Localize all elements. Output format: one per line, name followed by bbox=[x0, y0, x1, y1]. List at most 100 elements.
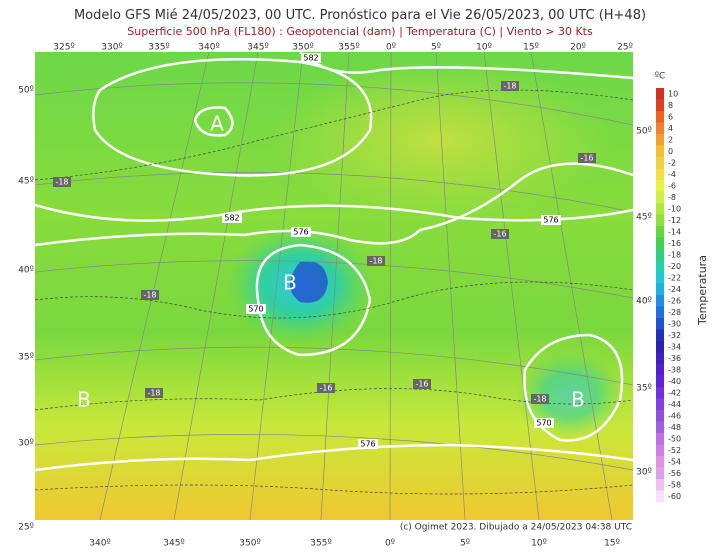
colorbar-label: -18 bbox=[668, 250, 681, 259]
lat-label: 45º bbox=[18, 177, 34, 187]
colorbar-swatch bbox=[656, 352, 664, 365]
colorbar-label: 4 bbox=[668, 124, 673, 133]
colorbar-swatch bbox=[656, 272, 664, 284]
temp-label-box bbox=[145, 388, 163, 398]
temp-label: -18 bbox=[503, 82, 516, 91]
lat-label: 45º bbox=[636, 213, 652, 223]
lat-label: 35º bbox=[636, 384, 652, 394]
contour-label: 570 bbox=[536, 419, 551, 428]
lon-label: 20º bbox=[570, 43, 586, 53]
contour-label: 582 bbox=[303, 54, 318, 63]
colorbar-swatch bbox=[656, 421, 664, 434]
colorbar-unit: ºC bbox=[655, 72, 666, 82]
colorbar-swatch bbox=[656, 203, 664, 215]
lon-label: 25º bbox=[617, 43, 633, 53]
temp-label: -16 bbox=[319, 384, 332, 393]
temp-label: -18 bbox=[55, 178, 68, 187]
colorbar-swatch bbox=[656, 283, 664, 296]
colorbar-swatch bbox=[656, 456, 664, 468]
lat-label: 40º bbox=[18, 266, 34, 276]
colorbar-label: -28 bbox=[668, 308, 681, 317]
colorbar-label: 8 bbox=[668, 101, 673, 110]
lon-label: 350º bbox=[239, 539, 260, 549]
colorbar-label: -46 bbox=[668, 411, 681, 420]
colorbar-label: -50 bbox=[668, 434, 681, 443]
colorbar-swatch bbox=[656, 122, 664, 135]
colorbar: 10 8 6 4 2 0 -2 -4 -6 -8 -10 -12 -14 -16 -18 -20 -22 -24 -… bbox=[656, 88, 681, 503]
colorbar-swatch bbox=[656, 249, 664, 261]
colorbar-swatch bbox=[656, 410, 664, 422]
contour-label-box bbox=[534, 418, 554, 428]
colorbar-label: 0 bbox=[668, 147, 673, 156]
colorbar-label: -2 bbox=[668, 158, 676, 167]
colorbar-swatch bbox=[656, 490, 664, 503]
subtitle: Superficie 500 hPa (FL180) : Geopotencia… bbox=[127, 25, 593, 38]
title: Modelo GFS Mié 24/05/2023, 00 UTC. Pronó… bbox=[74, 8, 646, 23]
colorbar-label: -54 bbox=[668, 457, 681, 466]
colorbar-swatch bbox=[656, 99, 664, 112]
colorbar-swatch bbox=[656, 180, 664, 192]
colorbar-label: -26 bbox=[668, 296, 681, 305]
contour-label: 576 bbox=[543, 216, 558, 225]
core bbox=[290, 261, 328, 303]
temp-label-box bbox=[491, 229, 509, 239]
title-text: Modelo GFS Mié 24/05/2023, 00 UTC. Pronó… bbox=[74, 8, 441, 23]
lon-label: 340º bbox=[198, 43, 219, 53]
colorbar-label: -30 bbox=[668, 319, 681, 328]
colorbar-label: -34 bbox=[668, 342, 681, 351]
lon-label: 335º bbox=[148, 43, 169, 53]
lon-label: 340º bbox=[89, 539, 110, 549]
pressure-center: A bbox=[210, 112, 224, 136]
colorbar-swatch bbox=[656, 111, 664, 123]
lat-label: 50º bbox=[18, 86, 34, 96]
colorbar-swatch bbox=[656, 88, 664, 100]
temp-label-box bbox=[317, 383, 335, 393]
colorbar-label: -10 bbox=[668, 204, 681, 213]
colorbar-label: -60 bbox=[668, 492, 681, 501]
lon-label: 10º bbox=[531, 539, 547, 549]
lon-label: 325º bbox=[53, 43, 74, 53]
colorbar-swatch bbox=[656, 226, 664, 238]
colorbar-label: -58 bbox=[668, 480, 681, 489]
colorbar-swatch bbox=[656, 329, 664, 342]
lat-label: 30º bbox=[18, 439, 34, 449]
lat-label: 25º bbox=[18, 523, 34, 533]
colorbar-swatch bbox=[656, 364, 664, 376]
temp-label-box bbox=[53, 177, 71, 187]
lon-label: 0º bbox=[385, 539, 395, 549]
colorbar-swatch bbox=[656, 318, 664, 330]
lon-label: 345º bbox=[247, 43, 268, 53]
contour-label-box bbox=[246, 304, 266, 314]
contour-label: 576 bbox=[293, 228, 308, 237]
colorbar-label: -20 bbox=[668, 262, 681, 271]
contour-label-box bbox=[222, 213, 242, 223]
colorbar-label: -52 bbox=[668, 446, 681, 455]
lon-label: 15º bbox=[523, 43, 539, 53]
colorbar-swatch bbox=[656, 260, 664, 273]
temp-label-box bbox=[531, 394, 549, 404]
colorbar-label: -38 bbox=[668, 365, 681, 374]
lon-label: 5º bbox=[431, 43, 441, 53]
colorbar-label: -16 bbox=[668, 239, 681, 248]
colorbar-swatch bbox=[656, 467, 664, 480]
temp-label-box bbox=[501, 81, 519, 91]
contour-label-box bbox=[301, 53, 321, 63]
lon-label: 10º bbox=[476, 43, 492, 53]
colorbar-label: -4 bbox=[668, 170, 676, 179]
lon-label: 0º bbox=[386, 43, 396, 53]
contour-label-box bbox=[291, 227, 311, 237]
colorbar-label: -48 bbox=[668, 423, 681, 432]
colorbar-swatch bbox=[656, 387, 664, 399]
colorbar-swatch bbox=[656, 191, 664, 204]
temp-label: -16 bbox=[580, 154, 593, 163]
colorbar-swatch bbox=[656, 157, 664, 169]
temp-label: -18 bbox=[369, 257, 382, 266]
pressure-center: B bbox=[571, 388, 585, 412]
colorbar-label: -32 bbox=[668, 331, 681, 340]
colorbar-label: -56 bbox=[668, 469, 681, 478]
contour-label-box bbox=[358, 439, 378, 449]
credit: (c) Ogimet 2023. Dibujado a 24/05/2023 0… bbox=[400, 523, 632, 533]
colorbar-label: -14 bbox=[668, 227, 681, 236]
temp-label: -16 bbox=[493, 230, 506, 239]
colorbar-label: -36 bbox=[668, 354, 681, 363]
